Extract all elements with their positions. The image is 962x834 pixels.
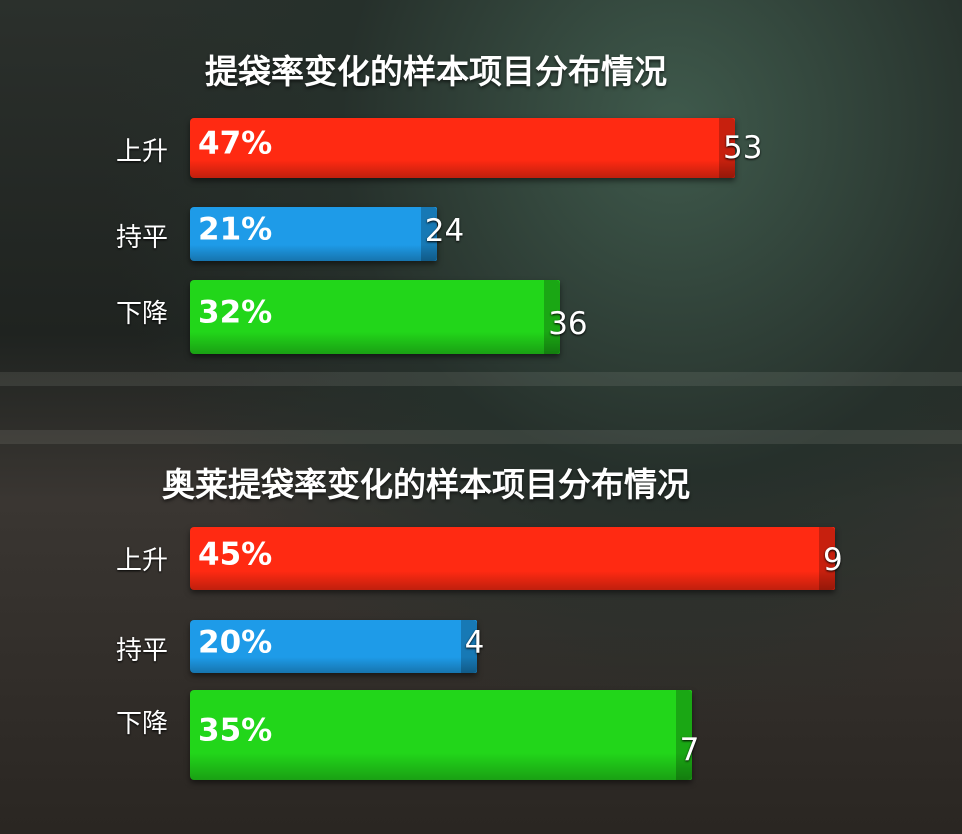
- bar: 47%: [190, 118, 735, 178]
- category-label: 持平: [116, 635, 169, 666]
- bar-side-face: [420, 207, 437, 261]
- category-label: 持平: [116, 223, 169, 253]
- value-label: 4: [464, 625, 485, 661]
- background-balcony: [0, 372, 962, 386]
- bar-side-face: [719, 118, 735, 178]
- category-label: 上升: [116, 137, 169, 167]
- bar: 21%: [190, 207, 437, 261]
- bar: 20%: [190, 620, 477, 673]
- bar: 45%: [190, 527, 835, 590]
- value-label: 53: [723, 130, 763, 166]
- percent-label: 20%: [198, 624, 273, 661]
- percent-label: 21%: [198, 211, 273, 248]
- bar-side-face: [675, 690, 692, 780]
- percent-label: 35%: [198, 712, 273, 749]
- background-balcony: [0, 430, 962, 444]
- value-label: 36: [548, 306, 588, 342]
- category-label: 上升: [116, 546, 169, 576]
- category-label: 下降: [116, 299, 169, 329]
- percent-label: 32%: [198, 294, 273, 331]
- chart-title: 奥莱提袋率变化的样本项目分布情况: [162, 465, 690, 504]
- category-label: 下降: [116, 709, 169, 739]
- value-label: 24: [424, 213, 465, 249]
- bar-side-face: [819, 527, 835, 590]
- bar: 32%: [190, 280, 561, 354]
- value-label: 7: [679, 732, 700, 768]
- percent-label: 47%: [198, 125, 273, 162]
- bar-side-face: [460, 620, 477, 673]
- percent-label: 45%: [198, 536, 273, 573]
- value-label: 9: [823, 542, 843, 578]
- bar-side-face: [544, 280, 561, 354]
- chart-title: 提袋率变化的样本项目分布情况: [205, 52, 667, 91]
- bar: 35%: [190, 690, 692, 780]
